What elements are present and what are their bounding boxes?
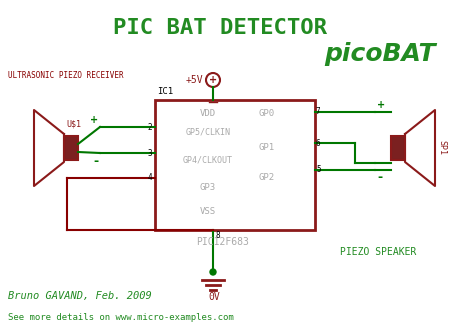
Text: GP3: GP3 [200,183,216,193]
Bar [64,136,78,160]
Text: +: + [209,75,217,85]
Text: 2: 2 [147,123,152,131]
Text: GP2: GP2 [259,173,275,182]
Text: SP1: SP1 [437,140,446,156]
Text: PIC12F683: PIC12F683 [196,237,248,247]
Text: GP1: GP1 [259,142,275,152]
Text: U$1: U$1 [66,119,81,128]
Text: PIEZO SPEAKER: PIEZO SPEAKER [340,247,416,257]
Text: 8: 8 [216,231,221,240]
Text: +: + [377,100,385,110]
Text: VDD: VDD [200,110,216,119]
Text: 6: 6 [316,138,321,148]
Text: IC1: IC1 [157,87,173,96]
Text: 3: 3 [147,149,152,158]
Text: 5: 5 [316,166,321,174]
Text: 4: 4 [147,173,152,182]
Text: Bruno GAVAND, Feb. 2009: Bruno GAVAND, Feb. 2009 [8,291,152,301]
Text: VSS: VSS [200,208,216,216]
Text: GP5/CLKIN: GP5/CLKIN [185,127,230,136]
Circle shape [206,73,220,87]
Bar [391,136,405,160]
Text: ULTRASONIC PIEZO RECEIVER: ULTRASONIC PIEZO RECEIVER [8,71,124,80]
Circle shape [210,269,216,275]
Text: +: + [90,115,98,125]
Bar [155,100,315,230]
Text: +5V: +5V [185,75,203,85]
Text: GP0: GP0 [259,110,275,119]
Text: 0V: 0V [208,292,220,302]
Text: -: - [93,155,98,168]
Text: -: - [377,171,382,184]
Text: GP4/CLKOUT: GP4/CLKOUT [183,156,233,165]
Text: PIC BAT DETECTOR: PIC BAT DETECTOR [113,18,327,38]
Text: See more details on www.micro-examples.com: See more details on www.micro-examples.c… [8,313,234,323]
Text: 7: 7 [316,108,321,117]
Text: picoBAT: picoBAT [324,42,436,66]
